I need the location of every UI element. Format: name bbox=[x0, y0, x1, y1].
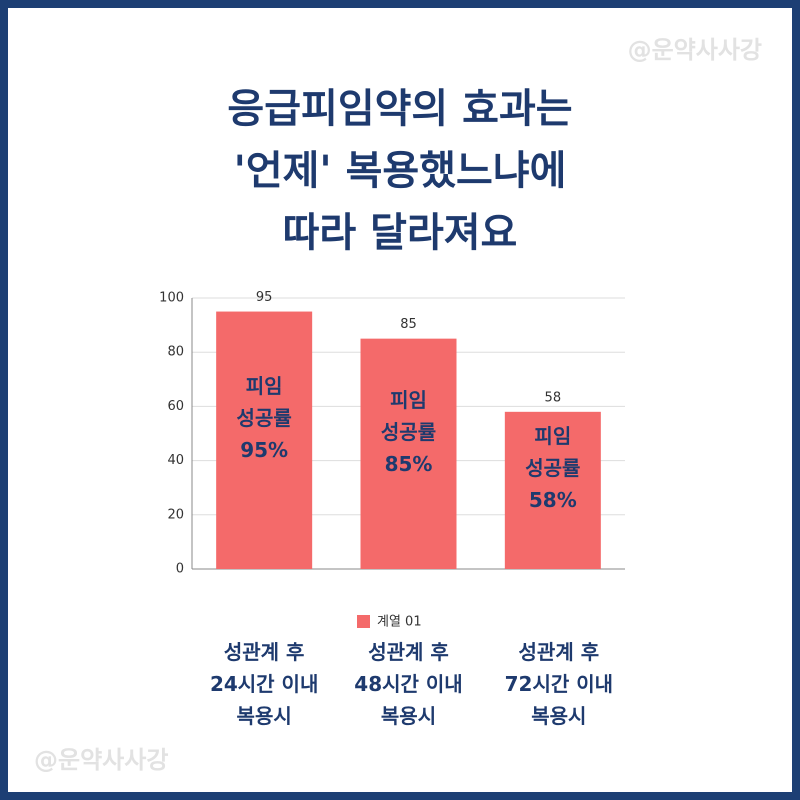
value-label: 85 bbox=[400, 317, 417, 332]
y-tick-label: 60 bbox=[167, 399, 184, 414]
y-tick-label: 100 bbox=[159, 291, 184, 306]
bar bbox=[504, 411, 601, 569]
legend-swatch bbox=[357, 615, 370, 628]
y-tick-label: 80 bbox=[167, 345, 184, 360]
y-tick-label: 20 bbox=[167, 507, 184, 522]
legend-label: 계열 01 bbox=[377, 615, 422, 630]
value-label: 95 bbox=[256, 290, 273, 305]
bar-label: 피임 성공률 85% bbox=[380, 387, 437, 476]
y-tick-label: 40 bbox=[167, 453, 184, 468]
chart: 0 20 40 60 80 100 95 85 58 계열 01 bbox=[159, 290, 625, 630]
watermark: @운약사사강 bbox=[34, 746, 169, 774]
x-tick-label: 성관계 후 24시간 이내 복용시 bbox=[209, 640, 319, 728]
bar bbox=[360, 338, 457, 569]
y-tick-label: 0 bbox=[176, 562, 184, 577]
chart-title: 응급피임약의 효과는 '언제' 복용했느냐에 따라 달라져요 bbox=[227, 86, 573, 256]
x-tick-label: 성관계 후 48시간 이내 복용시 bbox=[354, 640, 463, 728]
x-tick-label: 성관계 후 72시간 이내 복용시 bbox=[504, 640, 614, 728]
bar bbox=[216, 311, 313, 569]
value-label: 58 bbox=[545, 390, 562, 405]
bar-label: 피임 성공률 58% bbox=[525, 424, 581, 513]
bar-label: 피임 성공률 95% bbox=[236, 374, 292, 463]
watermark: @운약사사강 bbox=[627, 36, 762, 64]
